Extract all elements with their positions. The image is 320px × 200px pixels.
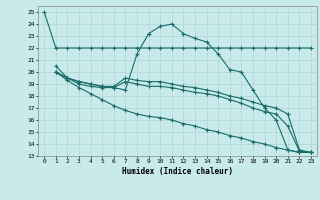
X-axis label: Humidex (Indice chaleur): Humidex (Indice chaleur) [122, 167, 233, 176]
